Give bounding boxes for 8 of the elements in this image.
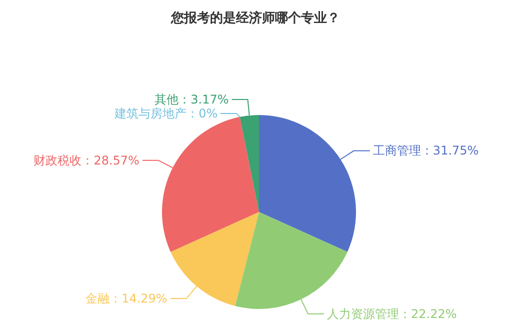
slice-label: 财政税收：28.57%: [34, 153, 140, 168]
chart-title: 您报考的是经济师哪个专业？: [170, 10, 340, 26]
slice-label: 工商管理：31.75%: [372, 144, 479, 158]
slice-label: 其他：3.17%: [154, 92, 229, 107]
slice-label: 人力资源管理：22.22%: [327, 306, 457, 321]
slice-label: 金融：14.29%: [86, 292, 168, 306]
legend-label: 建筑与房地产：0%: [114, 106, 218, 121]
pie-slice: [170, 212, 259, 306]
